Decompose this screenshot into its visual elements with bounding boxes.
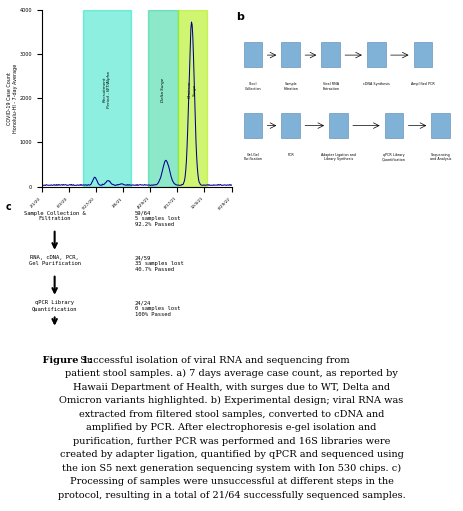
Text: qPCR Library
Quantification: qPCR Library Quantification bbox=[382, 153, 406, 161]
Bar bbox=[282, 113, 300, 138]
Text: 24/24
0 samples lost
100% Passed: 24/24 0 samples lost 100% Passed bbox=[135, 300, 180, 317]
Text: Sample
Filtration: Sample Filtration bbox=[283, 82, 298, 91]
Bar bbox=[244, 113, 263, 138]
Text: created by adapter ligation, quantified by qPCR and sequenced using: created by adapter ligation, quantified … bbox=[60, 450, 403, 459]
Text: patient stool samples. a) 7 days average case count, as reported by: patient stool samples. a) 7 days average… bbox=[65, 369, 398, 378]
Text: extracted from filtered stool samples, converted to cDNA and: extracted from filtered stool samples, c… bbox=[79, 410, 384, 419]
Y-axis label: COVID-19 Case Count
Honolulu-HI - 7-day Average: COVID-19 Case Count Honolulu-HI - 7-day … bbox=[7, 64, 18, 133]
Text: 59/64
5 samples lost
92.2% Passed: 59/64 5 samples lost 92.2% Passed bbox=[135, 211, 180, 227]
Bar bbox=[282, 42, 300, 67]
Bar bbox=[413, 42, 432, 67]
Text: Processing of samples were unsuccessful at different steps in the: Processing of samples were unsuccessful … bbox=[69, 477, 394, 486]
Text: protocol, resulting in a total of 21/64 successfully sequenced samples.: protocol, resulting in a total of 21/64 … bbox=[57, 491, 406, 500]
Text: Amplified PCR: Amplified PCR bbox=[411, 82, 435, 86]
Text: RNA, cDNA, PCR,
Gel Purification: RNA, cDNA, PCR, Gel Purification bbox=[29, 256, 81, 266]
Text: Stool
Collection: Stool Collection bbox=[244, 82, 261, 91]
Bar bbox=[329, 113, 348, 138]
Text: qPCR Library
Quantification: qPCR Library Quantification bbox=[32, 300, 77, 311]
Bar bbox=[321, 42, 340, 67]
Text: Viral RNA
Extraction: Viral RNA Extraction bbox=[322, 82, 339, 91]
Text: Recruitment
Period - WT/Alpha: Recruitment Period - WT/Alpha bbox=[103, 71, 112, 108]
Text: Sample Collection &
Filtration: Sample Collection & Filtration bbox=[24, 211, 86, 221]
Text: purification, further PCR was performed and 16S libraries were: purification, further PCR was performed … bbox=[73, 437, 390, 446]
Bar bbox=[385, 113, 403, 138]
Bar bbox=[367, 42, 386, 67]
Bar bbox=[432, 113, 450, 138]
Text: Delta Surge: Delta Surge bbox=[161, 78, 165, 102]
Text: Successful isolation of viral RNA and sequencing from: Successful isolation of viral RNA and se… bbox=[77, 356, 349, 364]
Text: amplified by PCR. After electrophoresis e-gel isolation and: amplified by PCR. After electrophoresis … bbox=[86, 423, 377, 432]
Bar bbox=[148, 10, 178, 187]
Text: Omicron
Surge: Omicron Surge bbox=[188, 81, 197, 98]
Text: 24/59
35 samples lost
40.7% Passed: 24/59 35 samples lost 40.7% Passed bbox=[135, 256, 183, 272]
Text: cDNA Synthesis: cDNA Synthesis bbox=[363, 82, 390, 86]
Text: c: c bbox=[6, 202, 12, 212]
Text: Figure 1:: Figure 1: bbox=[29, 356, 92, 364]
Text: PCR: PCR bbox=[288, 153, 294, 157]
Text: the ion S5 next generation sequencing system with Ion 530 chips. c): the ion S5 next generation sequencing sy… bbox=[62, 464, 401, 473]
Bar bbox=[178, 10, 207, 187]
Bar bbox=[83, 10, 131, 187]
Text: Gel-Gel
Purification: Gel-Gel Purification bbox=[244, 153, 263, 161]
Text: b: b bbox=[236, 12, 244, 22]
Text: Hawaii Department of Health, with surges due to WT, Delta and: Hawaii Department of Health, with surges… bbox=[73, 383, 390, 391]
Text: Adapter Ligation and
Library Synthesis: Adapter Ligation and Library Synthesis bbox=[321, 153, 356, 161]
Text: Omicron variants highlighted. b) Experimental design; viral RNA was: Omicron variants highlighted. b) Experim… bbox=[59, 396, 404, 405]
Text: Sequencing
and Analysis: Sequencing and Analysis bbox=[430, 153, 451, 161]
Bar bbox=[244, 42, 263, 67]
